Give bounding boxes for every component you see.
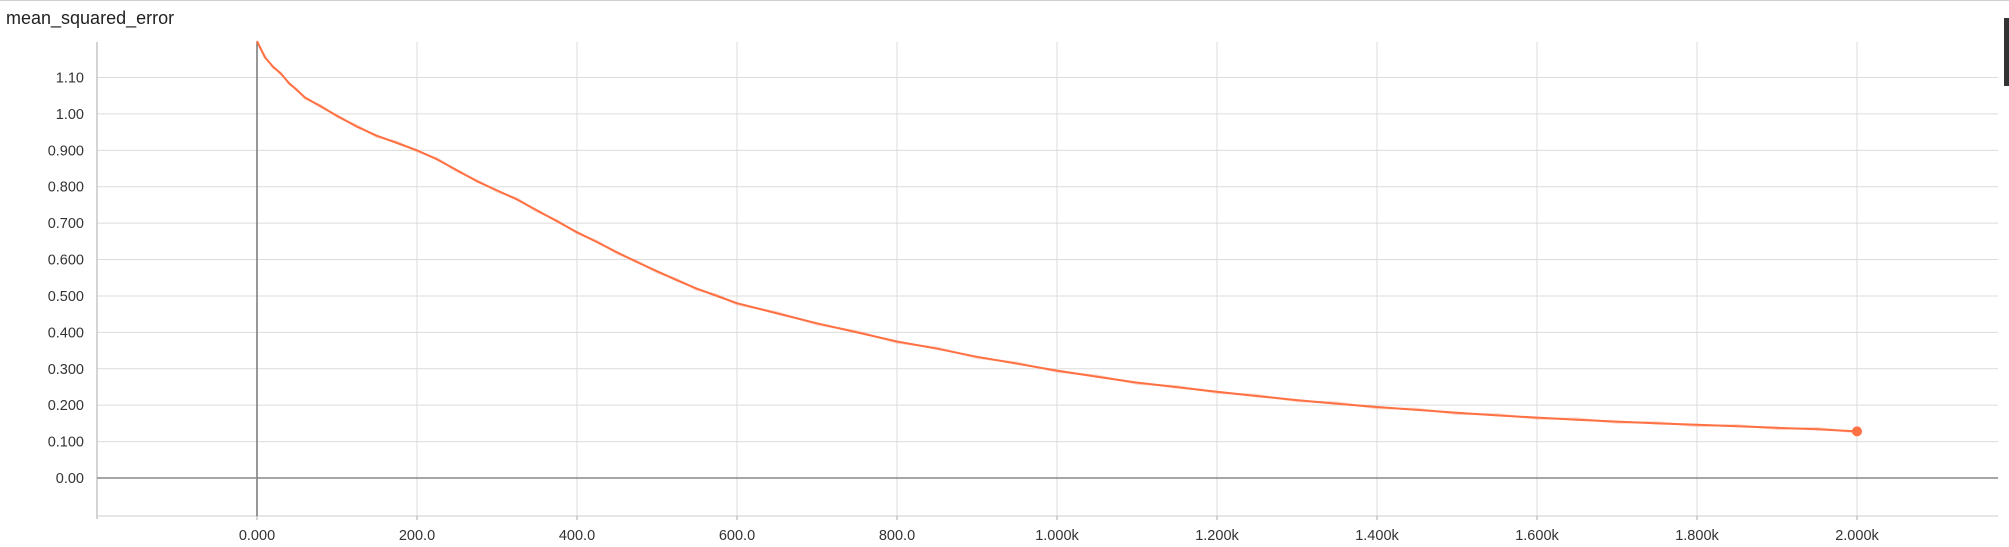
scrollbar-thumb[interactable] — [2004, 18, 2009, 86]
y-tick-label: 0.300 — [48, 362, 84, 378]
series-line — [256, 40, 1858, 433]
y-tick-label: 0.200 — [48, 398, 84, 414]
panel-title: mean_squared_error — [6, 8, 175, 28]
chart-grid — [97, 42, 1998, 516]
x-tick-label: 400.0 — [559, 528, 595, 544]
y-tick-label: 0.900 — [48, 143, 84, 159]
y-tick-label: 1.00 — [56, 107, 84, 123]
y-tick-label: 0.100 — [48, 435, 84, 451]
x-tick-label: 1.600k — [1515, 528, 1559, 544]
x-axis-ticks: 0.000 200.0 400.0 600.0 800.0 1.000k 1.200k 1.4… — [239, 528, 1880, 544]
x-tick-label: 1.800k — [1675, 528, 1719, 544]
x-tick-label: 200.0 — [399, 528, 435, 544]
x-tick-label: 1.400k — [1355, 528, 1399, 544]
series-end-point — [1852, 426, 1862, 437]
series-layer — [256, 40, 1862, 437]
x-tick-label: 1.200k — [1195, 528, 1239, 544]
x-tick-label: 2.000k — [1835, 528, 1879, 544]
y-tick-label: 0.00 — [56, 471, 84, 487]
panel-top-border — [0, 0, 2009, 1]
y-tick-label: 0.400 — [48, 325, 84, 341]
y-tick-label: 0.700 — [48, 216, 84, 232]
y-axis-ticks: 0.00 0.100 0.200 0.300 0.400 0.500 0.600 0.700 0… — [48, 71, 84, 488]
chart-axes — [96, 42, 1998, 520]
x-tick-label: 0.000 — [239, 528, 275, 544]
x-tick-label: 600.0 — [719, 528, 755, 544]
y-tick-label: 0.500 — [48, 289, 84, 305]
x-tick-label: 1.000k — [1035, 528, 1079, 544]
y-tick-label: 0.600 — [48, 253, 84, 269]
x-tick-label: 800.0 — [879, 528, 915, 544]
y-tick-label: 0.800 — [48, 180, 84, 196]
y-tick-label: 1.10 — [56, 71, 84, 87]
